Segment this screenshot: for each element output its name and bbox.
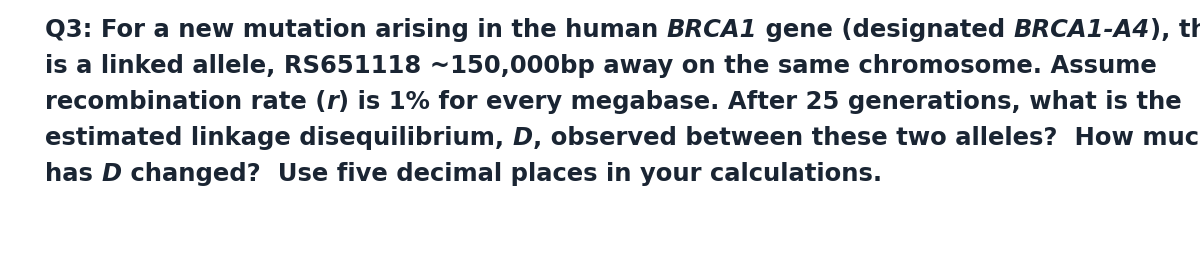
Text: recombination rate (: recombination rate ( [46, 90, 326, 114]
Text: , observed between these two alleles?  How much: , observed between these two alleles? Ho… [533, 126, 1200, 150]
Text: D: D [101, 162, 121, 186]
Text: is a linked allele, RS651118 ~150,000bp away on the same chromosome. Assume: is a linked allele, RS651118 ~150,000bp … [46, 54, 1157, 78]
Text: BRCA1-A4: BRCA1-A4 [1014, 18, 1150, 42]
Text: ) is 1% for every megabase. After 25 generations, what is the: ) is 1% for every megabase. After 25 gen… [338, 90, 1182, 114]
Text: D: D [512, 126, 533, 150]
Text: estimated linkage disequilibrium,: estimated linkage disequilibrium, [46, 126, 512, 150]
Text: Q3: For a new mutation arising in the human: Q3: For a new mutation arising in the hu… [46, 18, 667, 42]
Text: changed?  Use five decimal places in your calculations.: changed? Use five decimal places in your… [121, 162, 882, 186]
Text: r: r [326, 90, 338, 114]
Text: ), there: ), there [1150, 18, 1200, 42]
Text: gene (designated: gene (designated [757, 18, 1014, 42]
Text: BRCA1: BRCA1 [667, 18, 757, 42]
Text: has: has [46, 162, 101, 186]
